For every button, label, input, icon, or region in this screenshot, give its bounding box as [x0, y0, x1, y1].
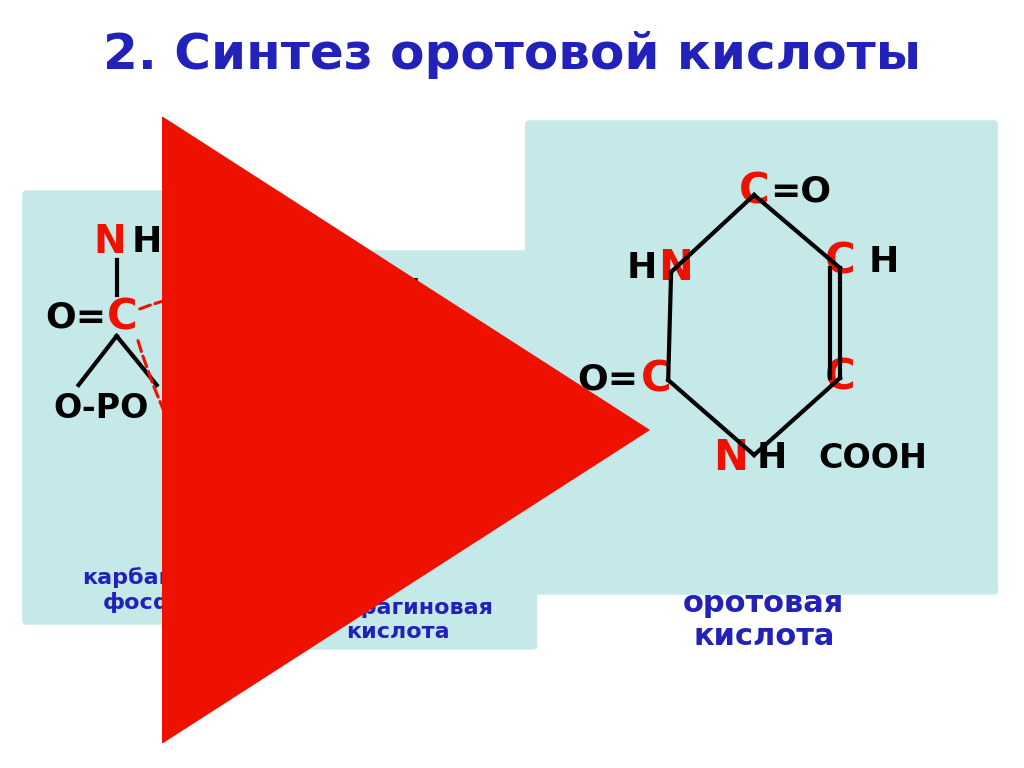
Text: O-PO: O-PO: [53, 392, 148, 425]
Text: H: H: [627, 251, 657, 285]
Text: H: H: [318, 367, 350, 403]
Text: =O: =O: [770, 175, 831, 209]
Text: оротовая
кислота: оротовая кислота: [683, 589, 845, 651]
Text: H: H: [318, 450, 350, 486]
Text: H: H: [868, 245, 899, 279]
Text: карбамоил
фосфат: карбамоил фосфат: [82, 568, 224, 613]
Text: C: C: [824, 357, 855, 399]
Text: C: C: [641, 359, 672, 401]
Text: 2: 2: [214, 410, 230, 434]
Text: H: H: [757, 441, 786, 475]
Text: +: +: [212, 402, 261, 458]
FancyBboxPatch shape: [525, 121, 997, 594]
Text: OOH: OOH: [326, 277, 421, 313]
Text: COOH: COOH: [324, 541, 433, 574]
Text: N: N: [240, 539, 272, 577]
Text: H: H: [179, 392, 207, 425]
Text: 3: 3: [168, 396, 184, 420]
Text: 2: 2: [311, 560, 329, 584]
Text: 2: 2: [362, 388, 380, 412]
Text: C: C: [275, 447, 306, 489]
Text: N: N: [658, 247, 693, 289]
FancyBboxPatch shape: [257, 251, 537, 649]
Text: N: N: [714, 437, 749, 479]
Text: 2. Синтез оротовой кислоты: 2. Синтез оротовой кислоты: [103, 31, 921, 79]
FancyBboxPatch shape: [23, 191, 283, 624]
Text: O=: O=: [45, 301, 106, 335]
Text: COOH: COOH: [818, 442, 928, 475]
Text: C: C: [824, 241, 855, 283]
Text: O=: O=: [578, 363, 638, 397]
Text: N: N: [93, 223, 126, 261]
Text: C: C: [275, 364, 306, 406]
Text: H: H: [281, 541, 310, 575]
Text: H: H: [132, 225, 162, 259]
Text: 2: 2: [160, 243, 177, 267]
Text: аспарагиновая
кислота: аспарагиновая кислота: [302, 598, 494, 641]
Text: C: C: [299, 274, 330, 316]
Text: C: C: [108, 297, 138, 339]
Text: C: C: [738, 171, 769, 213]
